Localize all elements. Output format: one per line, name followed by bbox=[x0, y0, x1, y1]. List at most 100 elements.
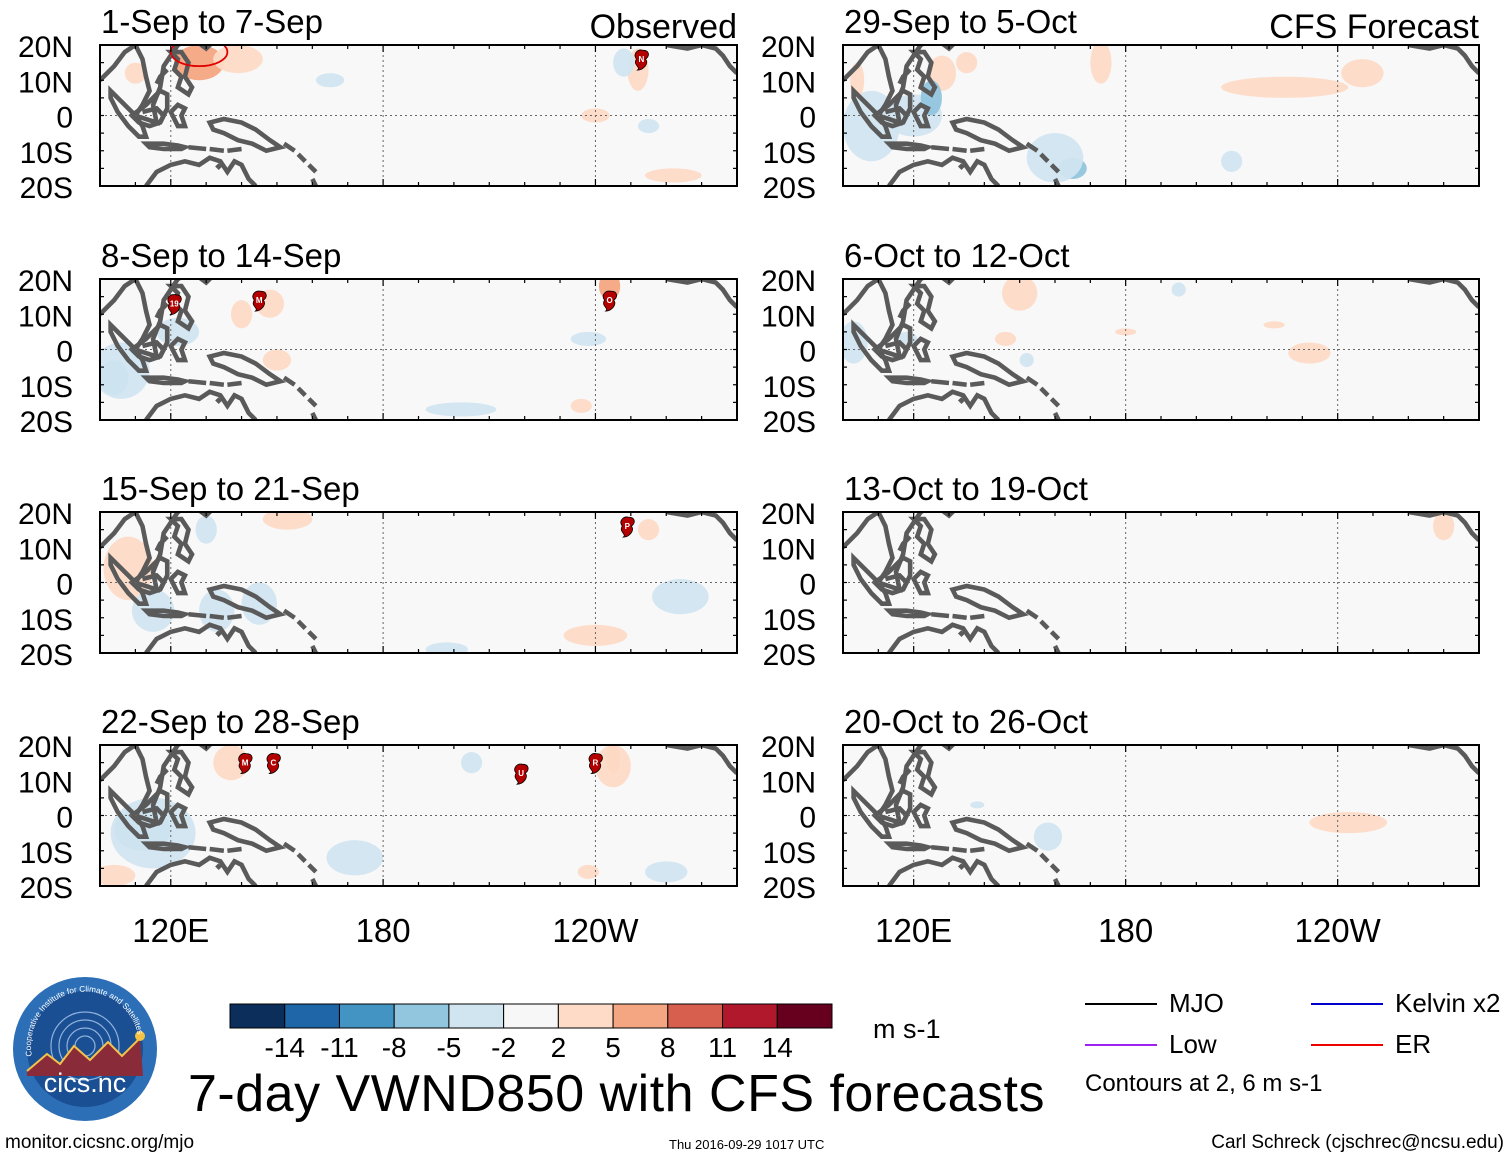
legend-label-er: ER bbox=[1395, 1029, 1432, 1059]
storm-marker[interactable]: 19 bbox=[167, 294, 182, 316]
anomaly-blob bbox=[1019, 353, 1034, 368]
y-tick-label: 0 bbox=[799, 336, 816, 369]
anomaly-blob bbox=[326, 840, 384, 876]
footer-author[interactable]: Carl Schreck (cjschrec@ncsu.edu) bbox=[1211, 1132, 1504, 1153]
storm-label: O bbox=[606, 296, 612, 305]
storm-label: N bbox=[639, 55, 645, 64]
x-tick-label: 120E bbox=[132, 912, 209, 949]
storm-marker[interactable]: R bbox=[588, 753, 603, 775]
storm-marker[interactable]: M bbox=[238, 753, 253, 775]
anomaly-blob bbox=[1221, 76, 1349, 98]
y-tick-label: 10S bbox=[763, 371, 816, 404]
storm-label: 19 bbox=[170, 300, 179, 309]
colorbar-tick-label: -11 bbox=[320, 1032, 358, 1063]
y-tick-label: 10S bbox=[763, 137, 816, 170]
y-tick-label: 10S bbox=[20, 137, 73, 170]
y-tick-label: 20N bbox=[18, 731, 73, 764]
y-tick-label: 20S bbox=[20, 639, 73, 672]
anomaly-blob bbox=[1221, 150, 1243, 172]
storm-marker[interactable]: C bbox=[266, 753, 281, 775]
contour-legend: MJO Kelvin x2 Low ER Contours at 2, 6 m … bbox=[1085, 986, 1505, 1097]
cicsnc-logo[interactable]: Cooperative Institute for Climate and Sa… bbox=[12, 976, 158, 1122]
colorbar-tick-label: 11 bbox=[708, 1032, 737, 1063]
anomaly-blob bbox=[1090, 45, 1112, 84]
anomaly-blob bbox=[213, 745, 249, 781]
y-tick-label: 20S bbox=[763, 872, 816, 905]
anomaly-blob bbox=[563, 624, 628, 646]
colorbar-tick-label: 5 bbox=[605, 1032, 621, 1063]
y-tick-label: 20N bbox=[18, 498, 73, 531]
anomaly-blob bbox=[956, 52, 978, 74]
colorbar-tick-label: 2 bbox=[551, 1032, 567, 1063]
anomaly-blob bbox=[195, 515, 217, 544]
chart-title: 7-day VWND850 with CFS forecasts bbox=[188, 1065, 1045, 1123]
anomaly-blob bbox=[570, 398, 592, 413]
anomaly-blob bbox=[315, 73, 345, 88]
anomaly-blob bbox=[1115, 328, 1137, 336]
anomaly-blob bbox=[1433, 512, 1455, 541]
anomaly-blob bbox=[994, 331, 1017, 346]
legend-line-mjo bbox=[1085, 1002, 1157, 1005]
y-tick-label: 20S bbox=[763, 639, 816, 672]
colorbar-segment bbox=[776, 1003, 833, 1029]
colorbar-segment bbox=[393, 1003, 450, 1029]
anomaly-blob bbox=[1171, 282, 1186, 297]
y-tick-label: 20N bbox=[761, 498, 816, 531]
anomaly-blob bbox=[644, 168, 702, 183]
y-tick-label: 10N bbox=[18, 766, 73, 799]
anomaly-blob bbox=[1288, 342, 1331, 364]
y-tick-label: 10S bbox=[20, 604, 73, 637]
legend-label-kelvin: Kelvin x2 bbox=[1395, 988, 1501, 1018]
storm-icon bbox=[252, 290, 267, 312]
colorbar-unit-label: m s-1 bbox=[873, 1014, 941, 1044]
colorbar-tick-label: 8 bbox=[660, 1032, 676, 1063]
colorbar-segment bbox=[557, 1003, 614, 1029]
y-tick-label: 0 bbox=[56, 336, 73, 369]
storm-icon bbox=[634, 49, 649, 71]
storm-label: M bbox=[256, 296, 263, 305]
anomaly-blob bbox=[213, 45, 263, 74]
storm-icon bbox=[238, 753, 253, 775]
legend-item-kelvin: Kelvin x2 bbox=[1311, 988, 1501, 1019]
legend-label-low: Low bbox=[1169, 1029, 1217, 1059]
y-tick-label: 20N bbox=[18, 31, 73, 64]
storm-icon bbox=[167, 294, 182, 316]
contour-note: Contours at 2, 6 m s-1 bbox=[1085, 1070, 1323, 1097]
anomaly-blob bbox=[262, 349, 292, 371]
storm-marker[interactable]: O bbox=[602, 290, 617, 312]
y-tick-label: 0 bbox=[56, 802, 73, 835]
footer-url[interactable]: monitor.cicsnc.org/mjo bbox=[5, 1132, 195, 1153]
y-tick-label: 10S bbox=[763, 604, 816, 637]
footer-timestamp: Thu 2016-09-29 1017 UTC bbox=[669, 1137, 825, 1152]
colorbar-tick-label: -2 bbox=[491, 1032, 516, 1063]
x-tick-label: 180 bbox=[356, 912, 411, 949]
y-tick-label: 10S bbox=[20, 837, 73, 870]
anomaly-blob bbox=[100, 864, 136, 886]
panel-title: 6-Oct to 12-Oct bbox=[844, 237, 1070, 274]
observed-group-label: Observed bbox=[590, 8, 737, 46]
colorbar-tick-label: -14 bbox=[264, 1032, 304, 1063]
legend-line-low bbox=[1085, 1043, 1157, 1046]
x-tick-label: 120W bbox=[1295, 912, 1382, 949]
colorbar-segment bbox=[722, 1003, 778, 1029]
y-tick-label: 10N bbox=[761, 766, 816, 799]
y-tick-label: 20N bbox=[18, 265, 73, 298]
y-tick-label: 20S bbox=[20, 172, 73, 205]
anomaly-blob bbox=[637, 119, 660, 134]
panel-title: 8-Sep to 14-Sep bbox=[101, 237, 341, 274]
storm-marker[interactable]: P bbox=[620, 516, 635, 538]
storm-icon bbox=[266, 753, 281, 775]
anomaly-blob bbox=[1026, 133, 1084, 183]
legend-item-low: Low bbox=[1085, 1029, 1217, 1060]
anomaly-blob bbox=[570, 331, 607, 346]
anomaly-blob bbox=[1341, 59, 1384, 88]
colorbar-segment bbox=[229, 1003, 286, 1029]
storm-marker[interactable]: U bbox=[514, 763, 529, 785]
storm-marker[interactable]: N bbox=[634, 49, 649, 71]
colorbar-segment bbox=[338, 1003, 395, 1029]
storm-marker[interactable]: M bbox=[252, 290, 267, 312]
